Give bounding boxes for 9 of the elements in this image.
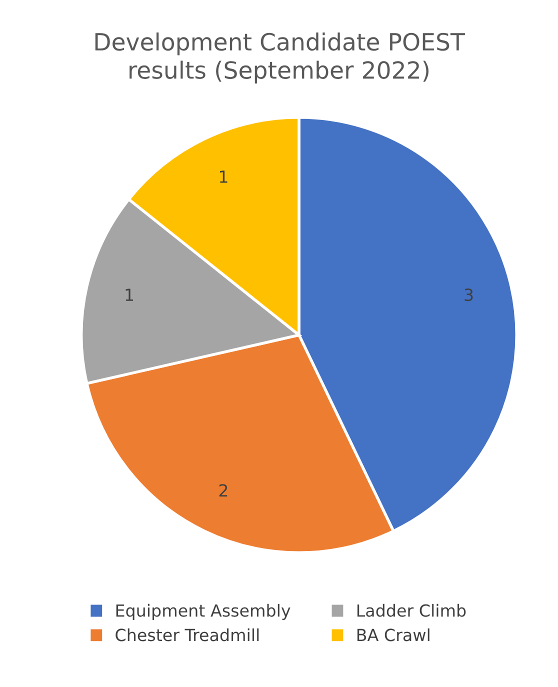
legend-label: Ladder Climb — [357, 604, 466, 617]
legend-label: Equipment Assembly — [116, 604, 290, 620]
data-label: 2 — [219, 484, 228, 496]
legend-label: BA Crawl — [357, 628, 430, 642]
data-label: 1 — [220, 170, 228, 183]
chart-title: Development Candidate POEST results (September 2022) — [95, 32, 465, 84]
data-label: 1 — [126, 288, 134, 301]
data-label: 3 — [464, 288, 473, 302]
legend-label: Chester Treadmill — [116, 628, 259, 642]
